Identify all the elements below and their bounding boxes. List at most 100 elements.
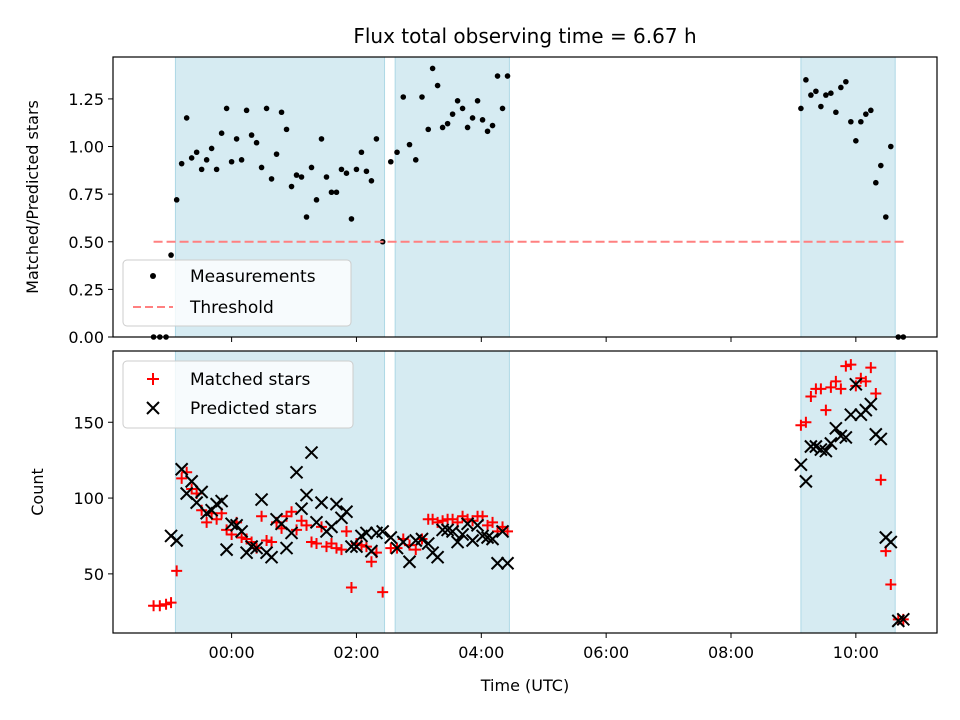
x-tick-label: 06:00 xyxy=(583,643,629,662)
predicted-stars-point xyxy=(169,533,184,548)
ratio-series xyxy=(150,65,907,340)
measurement-point xyxy=(298,174,305,180)
measurement-point xyxy=(218,130,225,136)
predicted-stars-point xyxy=(244,539,259,554)
legend-threshold-label: Threshold xyxy=(189,298,274,318)
observing-window-1 xyxy=(394,350,510,634)
measurement-point xyxy=(248,132,255,138)
measurement-point xyxy=(444,120,451,127)
y-tick-label: 1.00 xyxy=(68,138,104,157)
predicted-stars-point xyxy=(174,462,189,476)
predicted-stars-point xyxy=(455,527,470,542)
x-tick-label: 00:00 xyxy=(209,643,255,662)
measurement-point xyxy=(823,92,829,98)
measurement-point xyxy=(278,109,285,116)
x-tick-label: 08:00 xyxy=(708,643,754,662)
matched-stars-point xyxy=(845,359,857,371)
predicted-stars-point xyxy=(804,439,818,454)
matched-stars-point xyxy=(815,383,827,395)
predicted-stars-point xyxy=(329,497,344,511)
predicted-stars-point xyxy=(415,532,429,546)
measurement-point xyxy=(198,166,205,173)
predicted-stars-point xyxy=(234,524,249,539)
x-tick-label: 04:00 xyxy=(458,643,504,662)
measurement-point xyxy=(406,141,413,148)
predicted-stars-point xyxy=(839,430,853,445)
measurement-point xyxy=(328,189,335,196)
legend-predicted-label: Predicted stars xyxy=(190,399,317,419)
measurement-point xyxy=(313,197,320,203)
measurement-point xyxy=(504,73,511,79)
measurement-point xyxy=(843,78,849,85)
measurement-point xyxy=(459,105,466,112)
measurement-point xyxy=(454,98,461,104)
matched-stars-point xyxy=(301,519,313,531)
count-y-axis-label: Count xyxy=(28,468,47,516)
predicted-stars-point xyxy=(402,555,417,569)
measurement-point xyxy=(208,145,215,152)
matched-stars-point xyxy=(835,383,847,395)
measurement-point xyxy=(412,157,419,163)
measurement-point xyxy=(818,103,824,110)
legend-predicted-marker xyxy=(146,401,160,415)
predicted-stars-point xyxy=(294,501,309,516)
measurement-point xyxy=(363,168,370,175)
matched-stars-point xyxy=(805,390,817,402)
matched-stars-point xyxy=(256,510,268,522)
predicted-stars-point xyxy=(896,612,910,627)
predicted-stars-point xyxy=(289,465,304,479)
matched-stars-point xyxy=(176,472,188,484)
matched-stars-point xyxy=(171,565,183,577)
matched-stars-point xyxy=(850,380,862,392)
measurement-point xyxy=(474,98,481,104)
count-axes-frame xyxy=(112,350,938,634)
predicted-stars-point xyxy=(485,532,500,546)
ratio-axes-frame xyxy=(112,56,938,338)
measurement-point xyxy=(429,65,436,72)
predicted-stars-point xyxy=(184,474,199,489)
measurement-point xyxy=(228,158,235,165)
ratio-x-ticks xyxy=(231,337,857,342)
predicted-stars-point xyxy=(194,485,209,499)
matched-stars-point xyxy=(291,524,303,536)
matched-stars-point xyxy=(800,416,812,428)
predicted-stars-point xyxy=(421,536,435,551)
matched-stars-point xyxy=(266,536,278,548)
observing-window-1 xyxy=(394,56,510,338)
predicted-stars-point xyxy=(450,535,465,549)
predicted-stars-point xyxy=(364,544,379,558)
measurement-point xyxy=(293,172,300,178)
measurement-point xyxy=(888,143,894,150)
count-legend-box xyxy=(122,360,354,429)
measurement-point xyxy=(813,88,819,95)
matched-stars-point xyxy=(311,538,323,550)
measurement-point xyxy=(479,117,486,123)
measurement-point xyxy=(394,149,400,156)
measurement-point xyxy=(303,214,310,220)
predicted-stars-point xyxy=(864,397,878,411)
measurement-point xyxy=(318,136,325,142)
measurement-point xyxy=(400,94,407,100)
predicted-stars-point xyxy=(500,556,515,570)
measurement-point xyxy=(233,136,240,142)
predicted-stars-point xyxy=(344,539,359,554)
measurement-point xyxy=(494,73,501,79)
predicted-stars-point xyxy=(799,474,813,489)
measurement-point xyxy=(858,118,864,125)
measurement-point xyxy=(838,84,844,91)
predicted-stars-point xyxy=(304,445,319,460)
measurement-point xyxy=(873,179,879,186)
matched-stars-point xyxy=(306,536,318,548)
measurement-point xyxy=(258,164,265,171)
matched-stars-point xyxy=(335,544,347,556)
measurement-point xyxy=(808,92,814,98)
matched-stars-point xyxy=(201,516,213,528)
legend-measurements-marker xyxy=(150,273,156,279)
y-tick-label: 0.50 xyxy=(68,233,104,252)
matched-stars-point xyxy=(236,531,248,543)
measurement-point xyxy=(243,107,250,114)
measurement-point xyxy=(499,105,506,112)
measurement-point xyxy=(183,115,190,121)
legend-matched-marker xyxy=(147,373,159,385)
